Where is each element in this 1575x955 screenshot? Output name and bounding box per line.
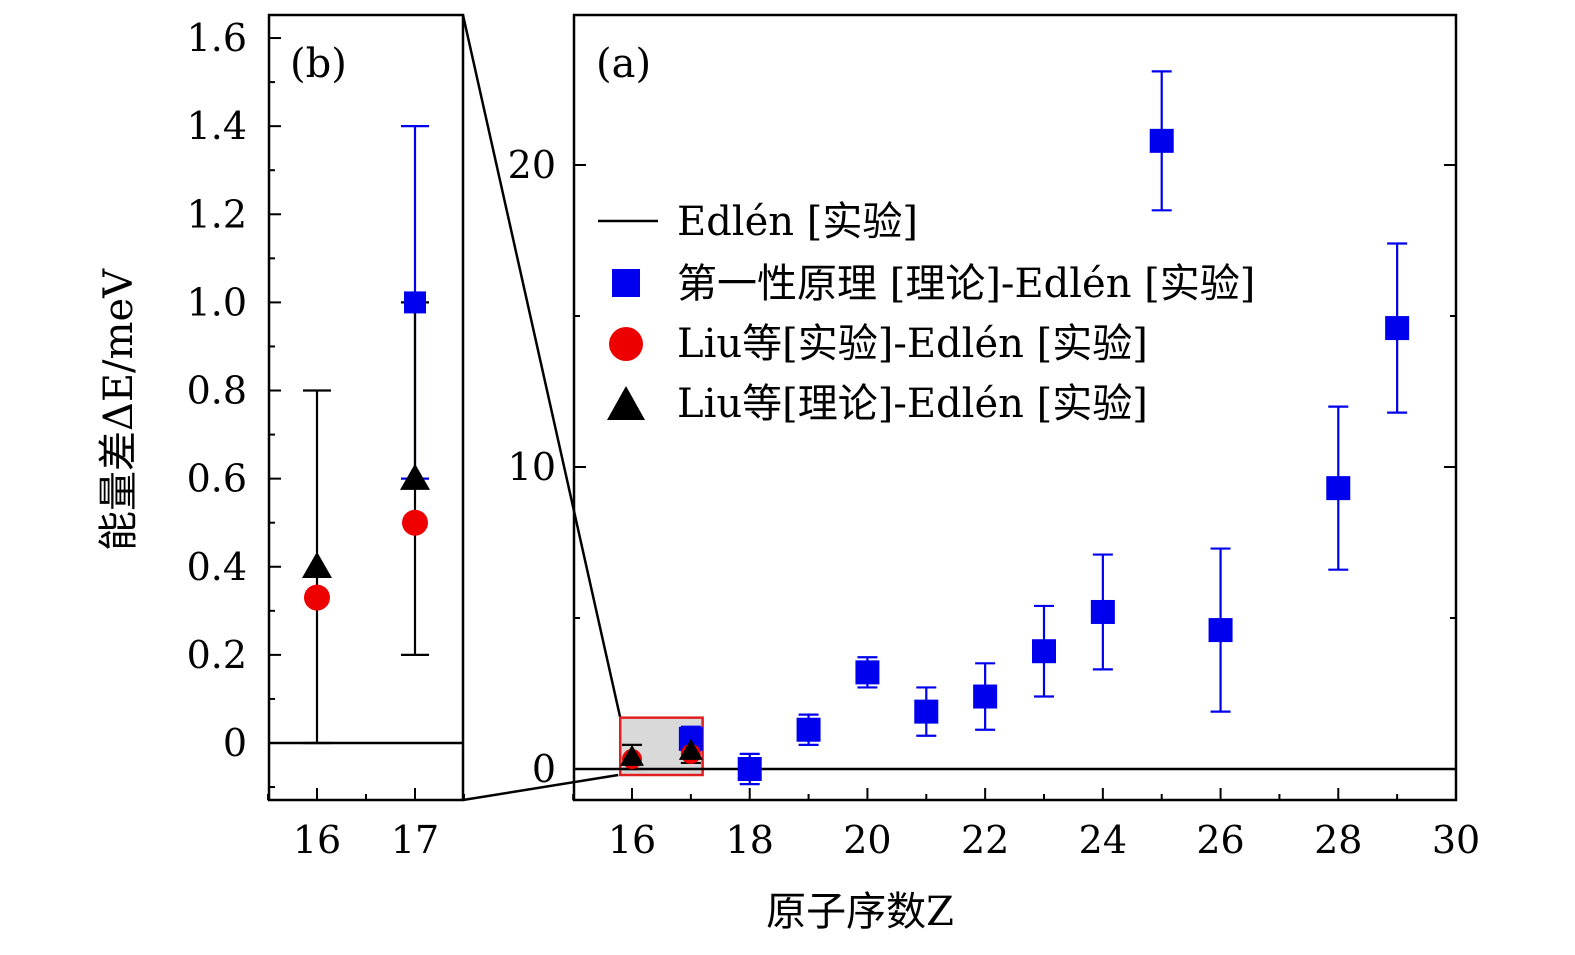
zoom-connector-lines xyxy=(461,14,622,802)
legend-label-first-principles: 第一性原理 [理论]-Edlén [实验] xyxy=(677,261,1255,307)
data-point-square xyxy=(1385,316,1410,341)
data-point-square xyxy=(914,699,939,724)
y-tick-label: 1.4 xyxy=(187,104,247,148)
data-point-square xyxy=(1326,476,1351,501)
x-tick-label: 24 xyxy=(1079,818,1127,862)
x-tick-label: 28 xyxy=(1314,818,1362,862)
x-tick-label: 17 xyxy=(391,818,439,862)
y-tick-label: 0.2 xyxy=(187,633,247,677)
panel-a-frame xyxy=(572,13,1458,802)
panel-a: 16 18 20 22 24 26 28 30 0 10 20 (a) xyxy=(508,13,1481,862)
legend-entry-edlen: Edlén [实验] xyxy=(598,199,918,245)
data-point-square xyxy=(973,684,998,709)
y-tick-label: 0.4 xyxy=(187,545,247,589)
x-tick-label: 22 xyxy=(961,818,1009,862)
data-point-square xyxy=(1149,128,1174,153)
panel-b-label: (b) xyxy=(290,41,347,87)
panel-a-ticks: 16 18 20 22 24 26 28 30 0 10 20 xyxy=(508,143,1481,862)
y-tick-label: 1.2 xyxy=(187,192,247,236)
legend-triangle-marker xyxy=(607,386,645,420)
x-tick-label: 16 xyxy=(608,818,656,862)
legend-entry-liu-exp: Liu等[实验]-Edlén [实验] xyxy=(609,321,1148,367)
x-tick-label: 30 xyxy=(1432,818,1480,862)
data-point-square xyxy=(1031,639,1056,664)
legend-label-liu-exp: Liu等[实验]-Edlén [实验] xyxy=(677,321,1148,367)
y-tick-label: 1.6 xyxy=(187,16,247,60)
x-axis-title: 原子序数Z xyxy=(766,889,954,935)
x-tick-label: 20 xyxy=(843,818,891,862)
y-tick-label: 0.8 xyxy=(187,369,247,413)
x-tick-label: 18 xyxy=(726,818,774,862)
y-tick-label: 0 xyxy=(223,721,247,765)
zoom-connector-bottom xyxy=(462,773,619,802)
data-point-triangle xyxy=(678,738,703,760)
legend-square-marker xyxy=(612,269,640,297)
legend-entry-liu-theory: Liu等[理论]-Edlén [实验] xyxy=(607,381,1148,427)
legend-circle-marker xyxy=(609,327,643,361)
panel-a-label: (a) xyxy=(596,41,651,87)
data-point-circle xyxy=(402,509,428,536)
y-tick-label: 0 xyxy=(532,747,556,791)
panel-a-plot-area xyxy=(574,70,1456,786)
legend: Edlén [实验] 第一性原理 [理论]-Edlén [实验] Liu等[实验… xyxy=(598,199,1255,427)
legend-label-liu-theory: Liu等[理论]-Edlén [实验] xyxy=(677,381,1148,427)
data-point-square xyxy=(404,291,426,314)
data-point-square xyxy=(737,757,762,781)
y-axis-title: 能量差ΔE/meV xyxy=(96,268,142,551)
panel-b: 16 17 0 0.2 0.4 0.6 0.8 1.0 1.2 1.4 1.6 (b) xyxy=(187,13,465,862)
data-point-triangle xyxy=(400,463,430,490)
panel-b-frame xyxy=(267,13,465,802)
y-tick-label: 0.6 xyxy=(187,457,247,501)
y-tick-label: 1.0 xyxy=(187,280,247,324)
legend-label-edlen: Edlén [实验] xyxy=(677,199,918,245)
panel-b-ticks: 16 17 0 0.2 0.4 0.6 0.8 1.0 1.2 1.4 1.6 xyxy=(187,16,465,862)
data-point-triangle xyxy=(302,551,332,579)
data-point-triangle xyxy=(620,744,644,766)
x-tick-label: 26 xyxy=(1196,818,1244,862)
data-point-circle xyxy=(304,584,330,611)
data-point-square xyxy=(1090,599,1115,624)
legend-entry-first-principles: 第一性原理 [理论]-Edlén [实验] xyxy=(612,261,1255,307)
y-tick-label: 20 xyxy=(508,143,556,187)
zoom-connector-top xyxy=(461,14,622,718)
panel-b-plot-area xyxy=(269,125,463,745)
data-point-square xyxy=(796,717,821,742)
y-tick-label: 10 xyxy=(508,445,556,489)
x-tick-label: 16 xyxy=(293,818,341,862)
data-point-square xyxy=(855,660,880,685)
data-point-square xyxy=(1208,618,1233,643)
